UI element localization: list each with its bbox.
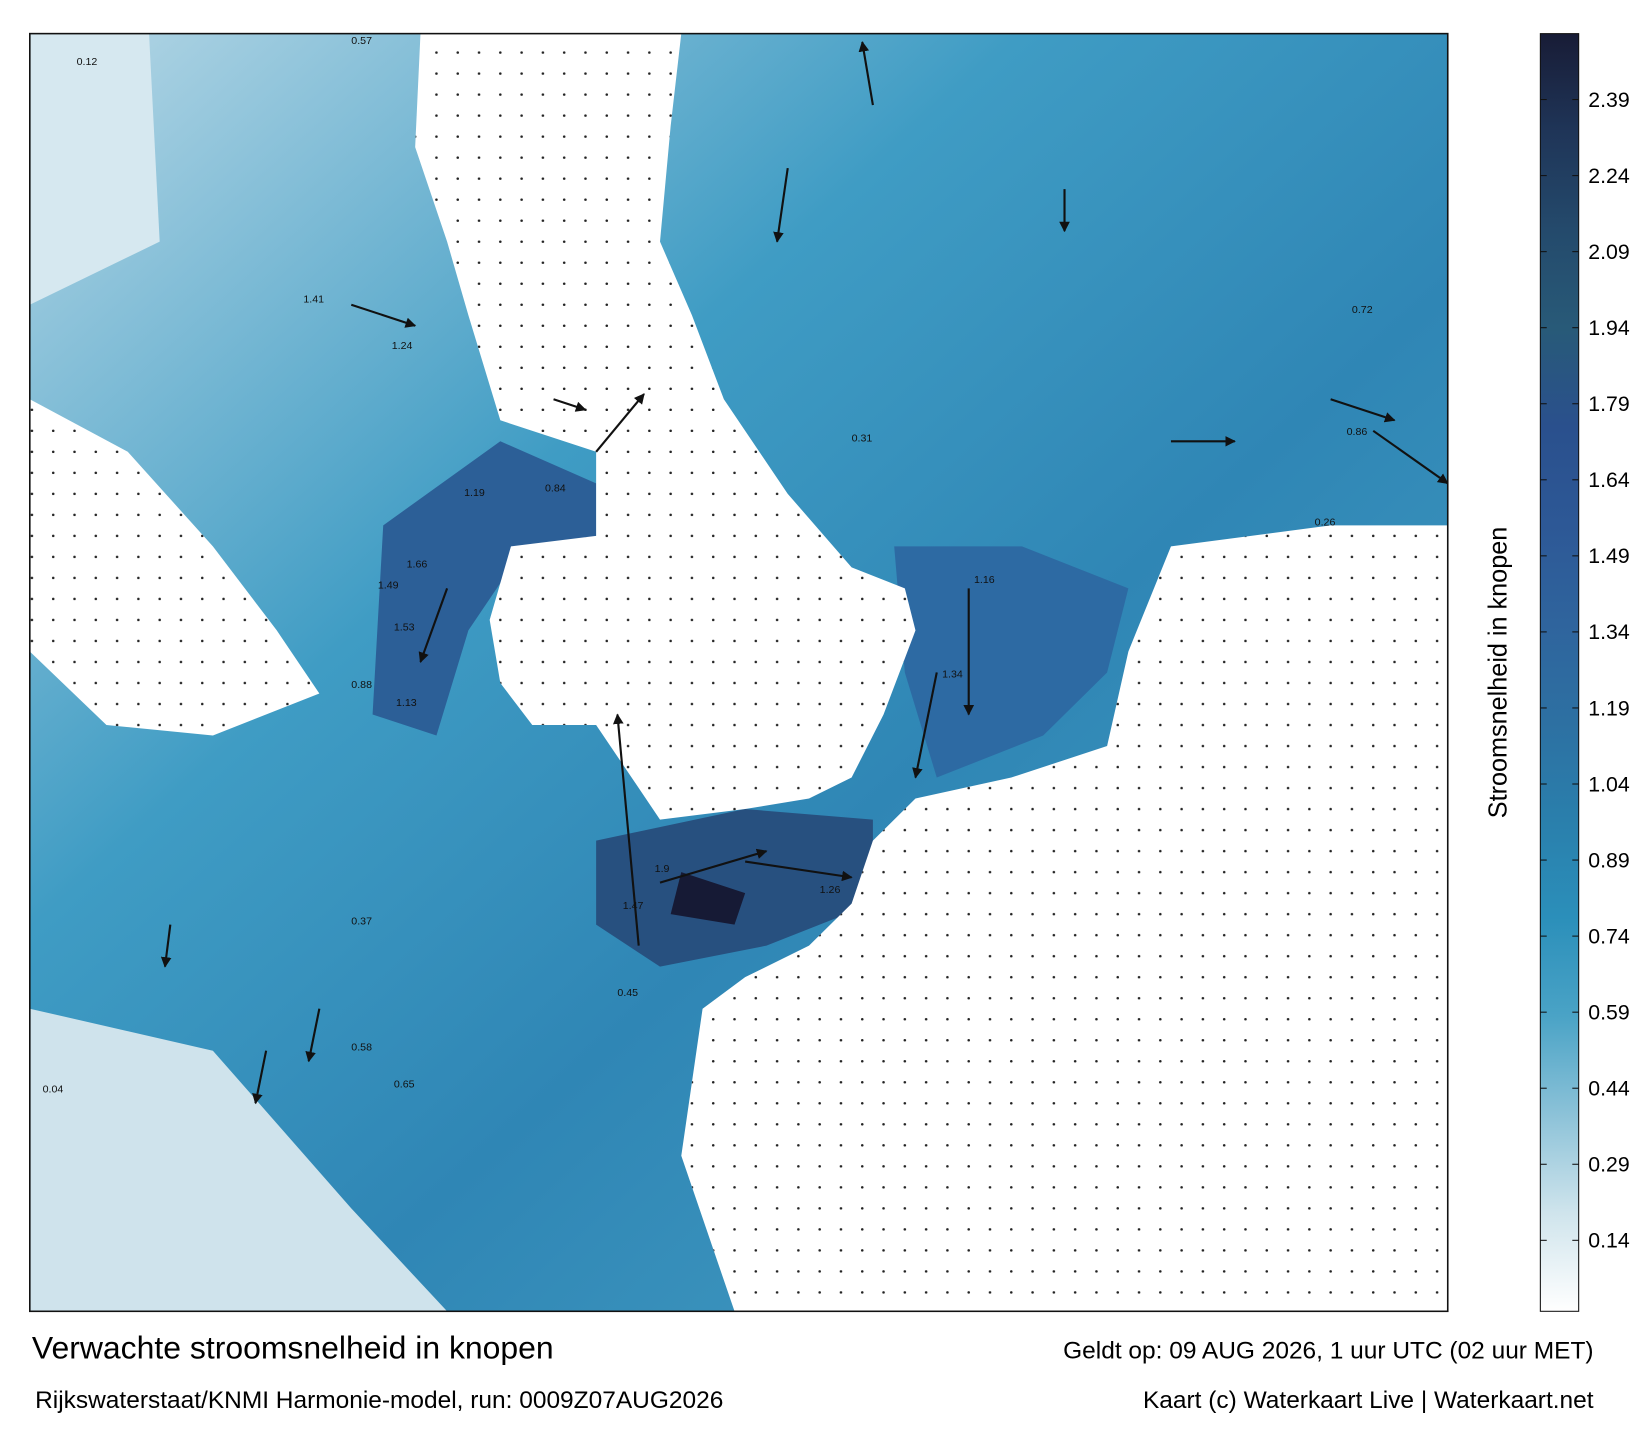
speed-label: 1.24 bbox=[392, 340, 413, 352]
speed-label: 0.37 bbox=[351, 916, 372, 928]
speed-label: 1.41 bbox=[303, 294, 324, 306]
valid-time: Geldt op: 09 AUG 2026, 1 uur UTC (02 uur… bbox=[1063, 1338, 1593, 1365]
speed-label: 0.65 bbox=[394, 1079, 415, 1091]
speed-label: 1.34 bbox=[942, 669, 963, 681]
speed-label: 1.26 bbox=[820, 884, 841, 896]
speed-label: 0.31 bbox=[852, 432, 873, 444]
peak-current bbox=[670, 872, 746, 925]
colorbar-scale bbox=[1539, 33, 1580, 1312]
colorbar-tick-label: 1.04 bbox=[1588, 773, 1630, 796]
map-frame bbox=[29, 32, 1449, 1313]
colorbar-tick-label: 0.59 bbox=[1588, 1002, 1629, 1025]
colorbar-tick-label: 1.64 bbox=[1588, 469, 1630, 492]
subtitle: Rijkswaterstaat/KNMI Harmonie-model, run… bbox=[35, 1387, 723, 1414]
speed-label: 0.88 bbox=[351, 679, 372, 691]
speed-label: 0.86 bbox=[1347, 426, 1368, 438]
colorbar-tick-label: 2.39 bbox=[1588, 89, 1629, 112]
colorbar-tick-label: 2.09 bbox=[1588, 241, 1629, 264]
speed-labels: 0.12 0.57 1.41 1.24 0.84 1.19 1.66 1.49 1.53 0.88… bbox=[43, 35, 1373, 1096]
colorbar-tick-label: 1.49 bbox=[1588, 545, 1629, 568]
colorbar-tick-label: 1.79 bbox=[1588, 393, 1629, 416]
speed-label: 1.53 bbox=[394, 621, 415, 633]
speed-label: 0.45 bbox=[617, 987, 638, 999]
speed-label: 1.9 bbox=[655, 863, 670, 875]
deep-channel bbox=[894, 546, 1129, 778]
speed-label: 1.47 bbox=[623, 900, 644, 912]
deep-channel bbox=[596, 809, 873, 967]
speed-label: 1.13 bbox=[396, 697, 417, 709]
speed-label: 1.19 bbox=[464, 487, 485, 499]
colorbar: Stroomsnelheid in knopen 2.39 2.24 2.09 1.9… bbox=[1484, 33, 1630, 1312]
map: 0.12 0.57 1.41 1.24 0.84 1.19 1.66 1.49 1.53 0.88… bbox=[29, 32, 1449, 1313]
colorbar-tick-label: 1.19 bbox=[1588, 697, 1629, 720]
speed-label: 0.26 bbox=[1315, 516, 1336, 528]
colorbar-tick-label: 0.14 bbox=[1588, 1230, 1630, 1253]
shallow-water bbox=[29, 1008, 448, 1312]
colorbar-tick-label: 0.44 bbox=[1588, 1078, 1630, 1101]
speed-label: 0.12 bbox=[77, 56, 98, 68]
speed-label: 0.58 bbox=[351, 1042, 372, 1054]
speed-label: 1.16 bbox=[974, 574, 995, 586]
colorbar-tick-label: 0.89 bbox=[1588, 850, 1629, 873]
land bbox=[29, 33, 1448, 1312]
colorbar-tick-label: 1.94 bbox=[1588, 317, 1630, 340]
current-arrows bbox=[160, 40, 1449, 1105]
title: Verwachte stroomsnelheid in knopen bbox=[32, 1330, 554, 1366]
colorbar-tick-label: 0.74 bbox=[1588, 926, 1630, 949]
speed-label: 1.66 bbox=[407, 558, 428, 570]
speed-label: 0.57 bbox=[351, 35, 372, 47]
shallow-water bbox=[29, 33, 160, 305]
speed-label: 0.04 bbox=[43, 1084, 64, 1096]
colorbar-tick-label: 0.29 bbox=[1588, 1154, 1629, 1177]
colorbar-tick-label: 2.24 bbox=[1588, 165, 1630, 188]
speed-label: 0.84 bbox=[545, 483, 566, 495]
speed-label: 1.49 bbox=[378, 579, 399, 591]
colorbar-tick-label: 1.34 bbox=[1588, 621, 1630, 644]
speed-label: 0.72 bbox=[1352, 304, 1373, 316]
colorbar-label: Stroomsnelheid in knopen bbox=[1484, 527, 1512, 819]
credit: Kaart (c) Waterkaart Live | Waterkaart.n… bbox=[1143, 1387, 1594, 1414]
